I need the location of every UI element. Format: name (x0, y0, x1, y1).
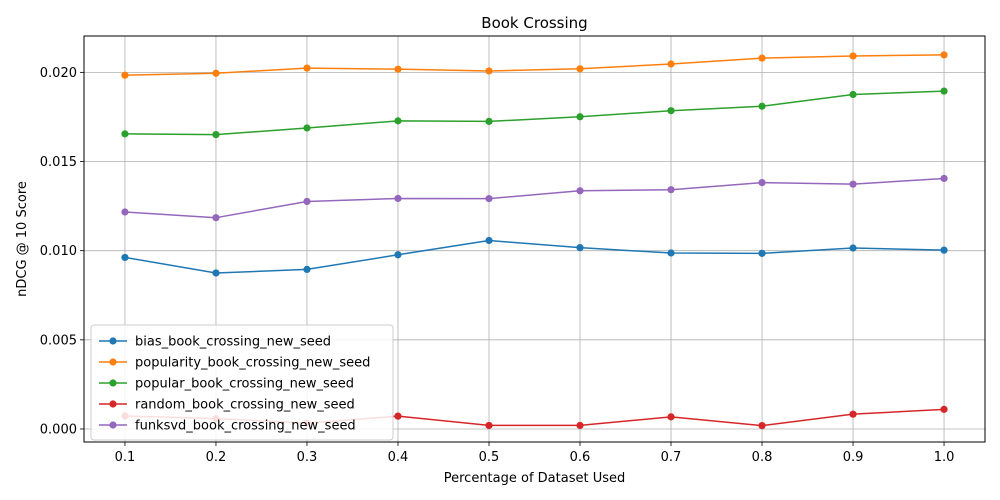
x-tick-label: 0.8 (752, 450, 773, 465)
data-point (394, 412, 402, 420)
data-point (667, 186, 675, 194)
series-popular_book_crossing_new_seed (121, 87, 948, 139)
series-line (124, 177, 945, 219)
x-tick-label: 0.9 (843, 450, 864, 465)
x-axis-label: Percentage of Dataset Used (444, 471, 626, 486)
legend-swatch-marker (109, 337, 117, 345)
y-tick-label: 0.005 (40, 333, 77, 348)
x-tick-label: 0.1 (115, 450, 136, 465)
data-point (940, 405, 948, 413)
data-point (303, 124, 311, 132)
x-tick-label: 1.0 (934, 450, 955, 465)
data-point (667, 249, 675, 257)
legend-item: popular_book_crossing_new_seed (99, 377, 354, 392)
data-point (758, 54, 766, 62)
data-point (394, 251, 402, 259)
y-tick-label: 0.010 (40, 244, 77, 259)
y-axis-label: nDCG @ 10 Score (15, 181, 30, 297)
series-bias_book_crossing_new_seed (121, 236, 948, 277)
legend-box (90, 324, 394, 441)
data-point (576, 244, 584, 252)
legend-swatch-marker (109, 379, 117, 387)
data-point (849, 180, 857, 188)
series-line (124, 239, 945, 274)
data-point (121, 253, 129, 262)
data-point (303, 265, 311, 274)
data-point (940, 51, 948, 59)
data-point (758, 178, 766, 187)
data-point (212, 131, 220, 139)
data-point (121, 130, 129, 138)
data-point (576, 113, 584, 121)
data-point (576, 187, 584, 195)
data-point (394, 117, 402, 125)
x-tick-label: 0.6 (570, 450, 591, 465)
legend-label: random_book_crossing_new_seed (135, 398, 355, 413)
data-point (212, 69, 220, 77)
legend-item: random_book_crossing_new_seed (99, 398, 355, 413)
legend-label: bias_book_crossing_new_seed (135, 335, 331, 350)
data-point (667, 107, 675, 115)
data-point (849, 244, 857, 252)
y-tick-label: 0.020 (40, 66, 77, 81)
data-point (394, 65, 402, 73)
chart-title: Book Crossing (481, 14, 587, 32)
data-point (849, 52, 857, 60)
legend-label: funksvd_book_crossing_new_seed (135, 419, 356, 434)
data-point (758, 249, 766, 257)
data-point (485, 421, 493, 430)
data-point (576, 65, 584, 73)
x-tick-label: 0.4 (388, 450, 409, 465)
legend-label: popularity_book_crossing_new_seed (135, 356, 370, 371)
data-point (940, 174, 948, 183)
data-point (485, 67, 493, 75)
data-point (485, 236, 493, 245)
series-line (124, 90, 945, 136)
series-line (124, 54, 945, 76)
data-point (121, 71, 129, 79)
legend-swatch-marker (109, 358, 117, 366)
data-point (485, 195, 493, 203)
data-point (940, 246, 948, 254)
legend-item: popularity_book_crossing_new_seed (99, 356, 370, 371)
data-point (485, 117, 493, 126)
data-point (849, 90, 857, 99)
data-point (667, 413, 675, 421)
legend-swatch-marker (109, 421, 117, 429)
legend-item: bias_book_crossing_new_seed (99, 335, 331, 350)
data-point (849, 410, 857, 418)
data-point (212, 214, 220, 222)
data-point (758, 102, 766, 110)
data-point (394, 194, 402, 203)
data-point (303, 197, 311, 206)
legend-label: popular_book_crossing_new_seed (135, 377, 354, 392)
x-tick-label: 0.7 (661, 450, 682, 465)
legend-item: funksvd_book_crossing_new_seed (99, 419, 356, 434)
plot-frame (83, 35, 986, 443)
x-tick-label: 0.3 (297, 450, 318, 465)
series-popularity_book_crossing_new_seed (121, 51, 948, 79)
legend: bias_book_crossing_new_seed popularity_bo… (90, 324, 394, 441)
y-tick-label: 0.000 (40, 422, 77, 437)
y-tick-label: 0.015 (40, 155, 77, 170)
data-point (121, 208, 129, 216)
legend-swatch-marker (109, 400, 117, 408)
series-funksvd_book_crossing_new_seed (121, 174, 948, 222)
data-point (940, 87, 948, 95)
data-point (576, 421, 584, 430)
data-point (758, 421, 766, 430)
data-point (667, 60, 675, 68)
data-point (212, 269, 220, 277)
data-point (303, 64, 311, 72)
ticks: 0.1 0.2 0.3 0.4 0.5 0.6 0.7 0.8 0.9 1.0 0.000 0.005… (40, 66, 955, 465)
x-tick-label: 0.5 (479, 450, 500, 465)
x-tick-label: 0.2 (206, 450, 227, 465)
